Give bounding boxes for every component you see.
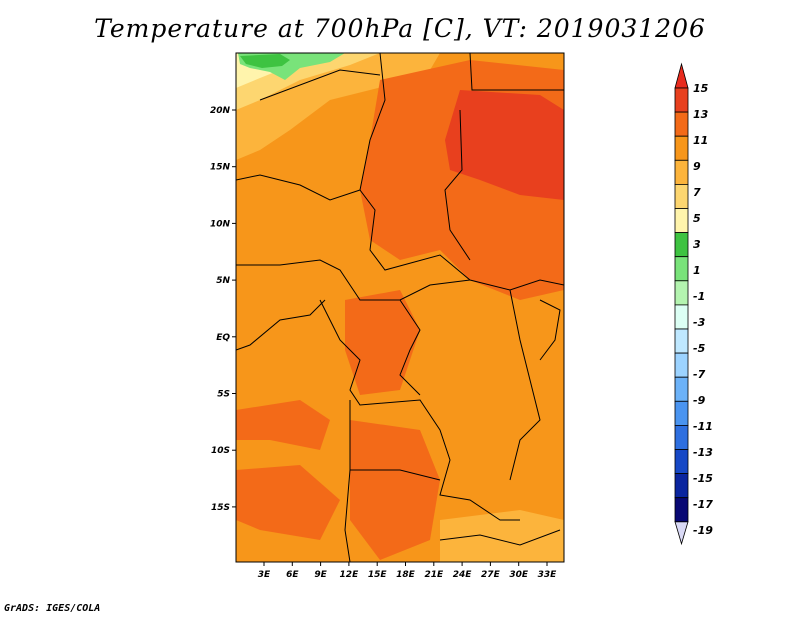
colorbar-label: -7 — [693, 368, 706, 381]
mild-patch-south — [440, 510, 564, 562]
lat-label: 15N — [210, 163, 231, 173]
colorbar-label: -17 — [693, 498, 713, 511]
orange-patch-east — [470, 340, 540, 410]
warm-patch-central — [345, 290, 420, 395]
colorbar-label: 1 — [693, 264, 701, 277]
colorbar-swatch — [674, 376, 689, 402]
colorbar-swatch — [674, 135, 689, 161]
colorbar-label: -3 — [693, 316, 706, 329]
colorbar-swatch — [674, 449, 689, 475]
colorbar-label: 9 — [693, 160, 701, 173]
colorbar-swatch — [674, 256, 689, 282]
colorbar: 15 13 11 9 7 5 3 1 -1 -3 -5 -7 -9 -11 -13 -15 -17 -19 — [674, 62, 713, 546]
warm-patch-west — [236, 400, 330, 450]
lon-label: 15E — [368, 570, 388, 580]
colorbar-swatch — [674, 424, 689, 450]
lat-label: 20N — [210, 106, 231, 116]
warm-patch-south — [350, 420, 440, 560]
colorbar-swatch — [674, 497, 689, 523]
colorbar-swatch — [674, 304, 689, 330]
colorbar-swatch — [674, 208, 689, 234]
colorbar-label: -13 — [693, 446, 713, 459]
map-title: Temperature at 700hPa [C], VT: 201903120… — [94, 14, 706, 43]
lon-label: 9E — [314, 570, 327, 580]
colorbar-label: 5 — [693, 212, 701, 225]
longitude-labels: 3E 6E 9E 12E 15E 18E 21E 24E 27E 30E 33E — [258, 562, 557, 580]
lon-label: 12E — [340, 570, 360, 580]
colorbar-label: 11 — [693, 134, 708, 147]
lon-label: 21E — [424, 570, 444, 580]
colorbar-bottom-arrow — [674, 521, 689, 546]
colorbar-label: -15 — [693, 472, 713, 485]
lon-label: 3E — [258, 570, 271, 580]
colorbar-label: -19 — [693, 524, 713, 537]
colorbar-label: -11 — [693, 420, 713, 433]
lon-label: 27E — [481, 570, 501, 580]
grads-credit: GrADS: IGES/COLA — [4, 603, 101, 614]
colorbar-swatch — [674, 111, 689, 137]
colorbar-label: -5 — [693, 342, 706, 355]
lon-label: 33E — [538, 570, 558, 580]
temperature-field — [236, 53, 564, 562]
lon-label: 6E — [286, 570, 299, 580]
warm-patch-southwest — [236, 465, 340, 540]
map-frame — [235, 52, 565, 563]
lat-label: 5N — [216, 276, 230, 286]
colorbar-swatch — [674, 352, 689, 378]
colorbar-label: 15 — [693, 82, 709, 95]
colorbar-label: -1 — [693, 290, 705, 303]
colorbar-swatch — [674, 232, 689, 258]
colorbar-swatch — [674, 183, 689, 209]
colorbar-swatch — [674, 328, 689, 354]
lon-label: 24E — [453, 570, 473, 580]
colorbar-swatch — [674, 400, 689, 426]
lat-label: 10S — [211, 446, 230, 456]
colorbar-label: 7 — [693, 186, 701, 199]
hot-core-east — [445, 90, 564, 200]
lon-label: 30E — [509, 570, 529, 580]
colorbar-top-arrow — [674, 62, 689, 89]
colorbar-swatch — [674, 473, 689, 499]
lat-label: 15S — [211, 503, 230, 513]
colorbar-label: -9 — [693, 394, 706, 407]
colorbar-label: 13 — [693, 108, 709, 121]
colorbar-swatch — [674, 280, 689, 306]
colorbar-label: 3 — [693, 238, 701, 251]
green-patch-dark — [240, 54, 290, 68]
lat-label: 10N — [210, 219, 231, 229]
lat-label: EQ — [216, 333, 230, 343]
country-borders — [236, 53, 564, 562]
latitude-labels: 20N 15N 10N 5N EQ 5S 10S 15S — [210, 106, 236, 513]
lon-label: 18E — [396, 570, 416, 580]
lat-label: 5S — [217, 390, 230, 400]
colorbar-swatch — [674, 87, 689, 113]
colorbar-swatch — [674, 159, 689, 185]
